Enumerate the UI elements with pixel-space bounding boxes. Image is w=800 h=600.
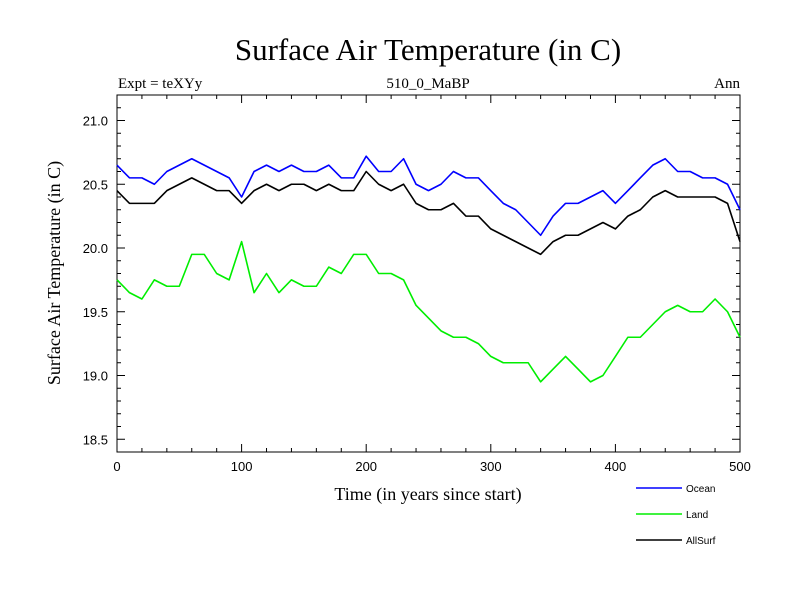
y-tick-label: 19.5 <box>83 305 108 320</box>
x-tick-label: 100 <box>231 459 253 474</box>
x-tick-label: 400 <box>605 459 627 474</box>
x-axis-ticks: 0 100 200 300 400 500 <box>113 95 751 474</box>
x-tick-label: 500 <box>729 459 751 474</box>
legend-label-allsurf: AllSurf <box>686 536 716 547</box>
x-axis-label: Time (in years since start) <box>334 484 521 505</box>
plot-frame <box>116 94 741 453</box>
x-tick-label: 200 <box>355 459 377 474</box>
subtitle-center: 510_0_MaBP <box>386 76 469 92</box>
series-lines <box>116 155 741 383</box>
x-tick-label: 300 <box>480 459 502 474</box>
legend-label-ocean: Ocean <box>686 484 715 495</box>
legend: Ocean Land AllSurf <box>636 484 716 547</box>
y-tick-label: 20.5 <box>83 177 108 192</box>
chart-title: Surface Air Temperature (in C) <box>235 32 621 67</box>
y-axis-ticks: 18.5 19.0 19.5 20.0 20.5 21.0 <box>83 94 740 453</box>
y-tick-label: 19.0 <box>83 369 108 384</box>
y-axis-label: Surface Air Temperature (in C) <box>44 161 65 385</box>
legend-label-land: Land <box>686 510 708 521</box>
subtitle-right: Ann <box>714 76 740 92</box>
series-line-allsurf <box>116 170 741 256</box>
y-tick-label: 18.5 <box>83 432 108 447</box>
series-line-land <box>116 240 741 383</box>
subtitle-left: Expt = teXYy <box>118 76 203 92</box>
series-line-ocean <box>116 155 741 237</box>
x-tick-label: 0 <box>113 459 120 474</box>
y-tick-label: 21.0 <box>83 114 108 129</box>
y-tick-label: 20.0 <box>83 241 108 256</box>
